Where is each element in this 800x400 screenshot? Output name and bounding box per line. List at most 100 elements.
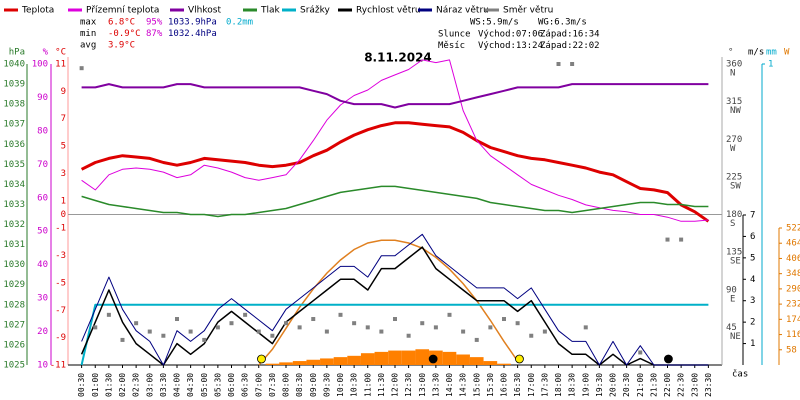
compass-label: E — [730, 294, 735, 304]
moon-marker — [428, 354, 438, 364]
legend-label: Teplota — [21, 6, 54, 16]
y-tick-label: -5 — [55, 278, 66, 288]
direction-point — [120, 337, 125, 342]
x-tick-label: 03:30 — [159, 373, 168, 397]
y-tick-label: 135 — [726, 248, 742, 258]
compass-label: NW — [730, 106, 741, 116]
x-tick-label: 04:30 — [186, 373, 195, 397]
y-tick-label: 80 — [37, 126, 48, 136]
x-tick-label: 05:30 — [213, 373, 222, 397]
y-tick-label: 30 — [37, 294, 48, 304]
x-tick-label: 23:30 — [704, 373, 713, 397]
y-tick-label: 11 — [55, 60, 66, 70]
direction-point — [393, 317, 397, 322]
x-tick-label: 10:00 — [336, 373, 345, 397]
x-tick-label: 19:30 — [595, 373, 604, 397]
y-tick-label: 60 — [37, 193, 48, 203]
stat-value: 87% — [146, 29, 163, 39]
direction-point — [338, 312, 343, 317]
x-tick-label: 13:00 — [418, 373, 427, 397]
x-tick-label: 06:30 — [241, 373, 250, 397]
y-tick-label: 1035 — [3, 160, 25, 170]
direction-point — [175, 317, 179, 322]
radiation-bar — [483, 361, 498, 365]
y-tick-label: 1030 — [3, 260, 25, 270]
direction-point — [556, 62, 561, 66]
direction-point — [202, 337, 207, 342]
x-tick-label: 05:00 — [200, 373, 209, 397]
y-tick-label: 174 — [786, 315, 800, 325]
sun-marker — [257, 354, 266, 364]
y-tick-label: 1036 — [3, 140, 25, 150]
direction-point — [93, 325, 98, 330]
series-line — [81, 185, 709, 218]
direction-point — [352, 321, 357, 326]
compass-label: W — [730, 144, 736, 154]
compass-label: SE — [730, 257, 741, 267]
y-tick-label: 3 — [61, 169, 66, 179]
direction-point — [311, 317, 316, 322]
direction-point — [406, 333, 411, 338]
y-tick-label: 20 — [37, 327, 48, 337]
y-tick-label: 522 — [786, 224, 800, 234]
x-tick-label: 18:30 — [568, 373, 577, 397]
compass-label: NE — [730, 332, 741, 342]
direction-point — [106, 312, 111, 317]
direction-point — [365, 325, 370, 330]
axis-unit: ° — [728, 48, 733, 58]
axis-unit: W — [784, 48, 790, 58]
stat-label: min — [80, 29, 96, 39]
wind-summary: WS:5.9m/s — [470, 18, 519, 28]
direction-point — [379, 329, 384, 334]
stat-value: 95% — [146, 18, 163, 28]
y-tick-label: 10 — [37, 361, 48, 371]
x-tick-label: 06:00 — [227, 373, 236, 397]
radiation-bar — [469, 357, 484, 365]
x-tick-label: 21:00 — [636, 373, 645, 397]
direction-point — [570, 62, 575, 66]
x-tick-label: 11:00 — [363, 373, 372, 397]
x-tick-label: 08:00 — [282, 373, 291, 397]
axis-unit: % — [43, 48, 49, 58]
series-line — [80, 121, 710, 223]
x-tick-label: 16:30 — [513, 373, 522, 397]
y-tick-label: 116 — [786, 330, 800, 340]
y-tick-label: 90 — [37, 93, 48, 103]
y-tick-label: 180 — [726, 210, 742, 220]
series-line — [81, 83, 709, 109]
y-tick-label: -11 — [50, 361, 66, 371]
y-tick-label: -3 — [55, 251, 66, 261]
y-tick-label: 0 — [61, 210, 66, 220]
radiation-bar — [333, 357, 348, 365]
stat-label: avg — [80, 41, 96, 51]
x-tick-label: 00:30 — [77, 373, 86, 397]
direction-point — [243, 312, 248, 317]
direction-point — [161, 333, 166, 338]
direction-point — [188, 329, 193, 334]
direction-point — [284, 321, 288, 326]
y-tick-label: 100 — [32, 60, 48, 70]
y-tick-label: 3 — [750, 296, 755, 306]
moon-set: Západ:22:02 — [540, 41, 600, 51]
sun-rise: Východ:07:06 — [478, 30, 543, 40]
y-tick-label: 1 — [61, 196, 66, 206]
radiation-bar — [347, 355, 361, 365]
direction-point — [679, 237, 684, 242]
direction-point — [529, 333, 534, 338]
direction-point — [665, 237, 670, 242]
legend-label: Náraz větru — [436, 6, 489, 16]
compass-label: N — [730, 69, 735, 79]
direction-point — [433, 325, 438, 330]
radiation-bar — [456, 354, 470, 365]
y-tick-label: 1033 — [3, 200, 25, 210]
x-tick-label: 23:00 — [690, 373, 699, 397]
radiation-bar — [306, 359, 321, 365]
x-tick-label: 17:00 — [527, 373, 536, 397]
y-tick-label: 7 — [61, 114, 66, 124]
y-tick-label: 4 — [750, 275, 755, 285]
y-tick-label: 406 — [786, 254, 800, 264]
y-tick-label: 1026 — [3, 340, 25, 350]
y-tick-label: 9 — [61, 87, 66, 97]
direction-point — [147, 329, 152, 334]
